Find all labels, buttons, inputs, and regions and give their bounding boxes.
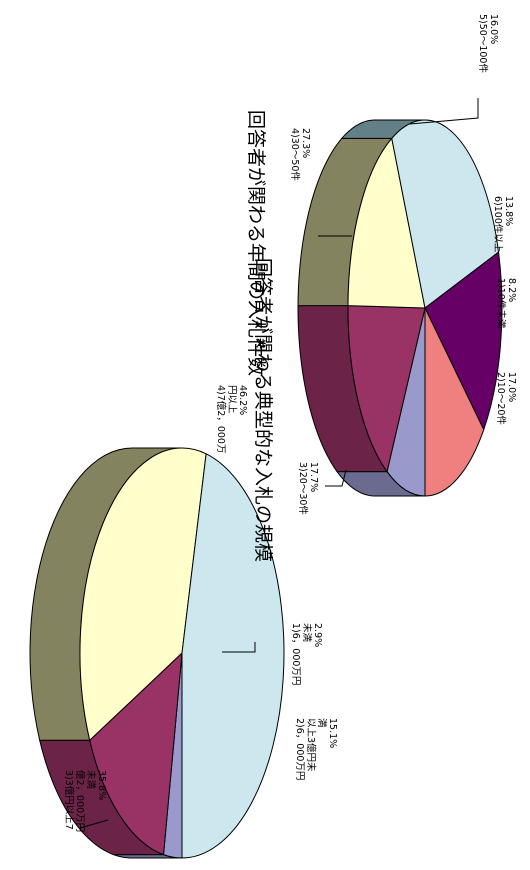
slice-name-2: 2)6，000万円 (294, 718, 305, 780)
pie-slice-3 (79, 447, 207, 742)
pie-slice-5 (424, 251, 503, 431)
pie-chart-annual-bid-count: 1)10件未満 8.2% 2)10～20件 17.0% 3)20～30件 17.7% 4)3… (245, 14, 517, 515)
slice-name-1: 1)6，000万円 (290, 623, 301, 685)
slice-percent-6: 13.8% (503, 196, 514, 226)
slice-label-3: 3)20～30件 17.7% (297, 462, 319, 515)
leader-line-3 (325, 469, 347, 487)
pie-slice-2 (347, 305, 426, 473)
leader-line-3 (79, 819, 109, 829)
pie-slice-2 (89, 651, 183, 856)
slice-label-5: 5)50～100件 16.0% (477, 14, 499, 73)
chart-title-typical-bid-size: 回答者が関わる典型的な入札の規模 (252, 258, 274, 562)
slice-percent-1: 8.2% (506, 278, 517, 302)
slice-name-2: 満 (316, 718, 327, 728)
slice-percent-3: 35.8% (96, 770, 107, 800)
pie-chart-typical-bid-size: 1)6，000万円 未満 2.9%2)6，000万円 以上3億円未満 15.1%3)3億… (29, 258, 338, 859)
slice-name-5: 5)50～100件 (477, 14, 489, 73)
pie-slice-1 (386, 307, 426, 497)
slice-label-1: 1)10件未満 8.2% (495, 278, 517, 329)
slice-label-1: 1)6，000万円 未満 2.9% (290, 623, 323, 685)
slice-name-3: 未満 (85, 770, 97, 790)
slice-percent-2: 15.1% (327, 718, 338, 748)
pie-slice-4 (391, 119, 500, 309)
slice-percent-1: 2.9% (312, 623, 323, 647)
slice-percent-5: 16.0% (488, 14, 499, 44)
slice-percent-4: 27.3% (300, 128, 311, 158)
slice-percent-2: 17.0% (506, 372, 517, 402)
chart-title-annual-bid-count: 回答者が関わる年間の入札件数 (245, 110, 267, 376)
slice-label-4: 4)7億2，000万 円以上 46.2% (215, 385, 248, 453)
slice-name-1: 未満 (301, 623, 313, 643)
slice-name-6: 6)100件以上 (492, 196, 504, 253)
pie-slice-6 (424, 307, 485, 497)
slice-label-2: 2)10～20件 17.0% (495, 372, 517, 425)
leader-line-5 (409, 98, 479, 125)
slice-label-3: 3)3億円以上7 億2，000万円 未満 35.8% (63, 770, 107, 832)
slice-label-4: 4)30～50件 27.3% (289, 128, 311, 181)
pie-slice-3 (347, 137, 426, 309)
leader-line-1 (222, 642, 256, 653)
slice-label-6: 6)100件以上 13.8% (492, 196, 514, 253)
slice-name-1: 1)10件未満 (495, 278, 507, 329)
slice-name-4: 4)7億2，000万 (215, 385, 227, 453)
slice-percent-3: 17.7% (308, 462, 319, 492)
slice-name-4: 円以上 (226, 385, 237, 414)
pie-slice-4 (181, 453, 285, 859)
slice-name-2: 以上3億円未 (305, 718, 317, 772)
slice-name-2: 2)10～20件 (495, 372, 507, 425)
slice-label-2: 2)6，000万円 以上3億円未満 15.1% (294, 718, 338, 780)
slice-name-3: 3)3億円以上7 (63, 770, 75, 830)
slice-name-4: 4)30～50件 (289, 128, 301, 181)
slice-name-3: 億2，000万円 (74, 770, 86, 832)
slice-name-3: 3)20～30件 (297, 462, 309, 515)
slice-percent-4: 46.2% (237, 385, 248, 415)
